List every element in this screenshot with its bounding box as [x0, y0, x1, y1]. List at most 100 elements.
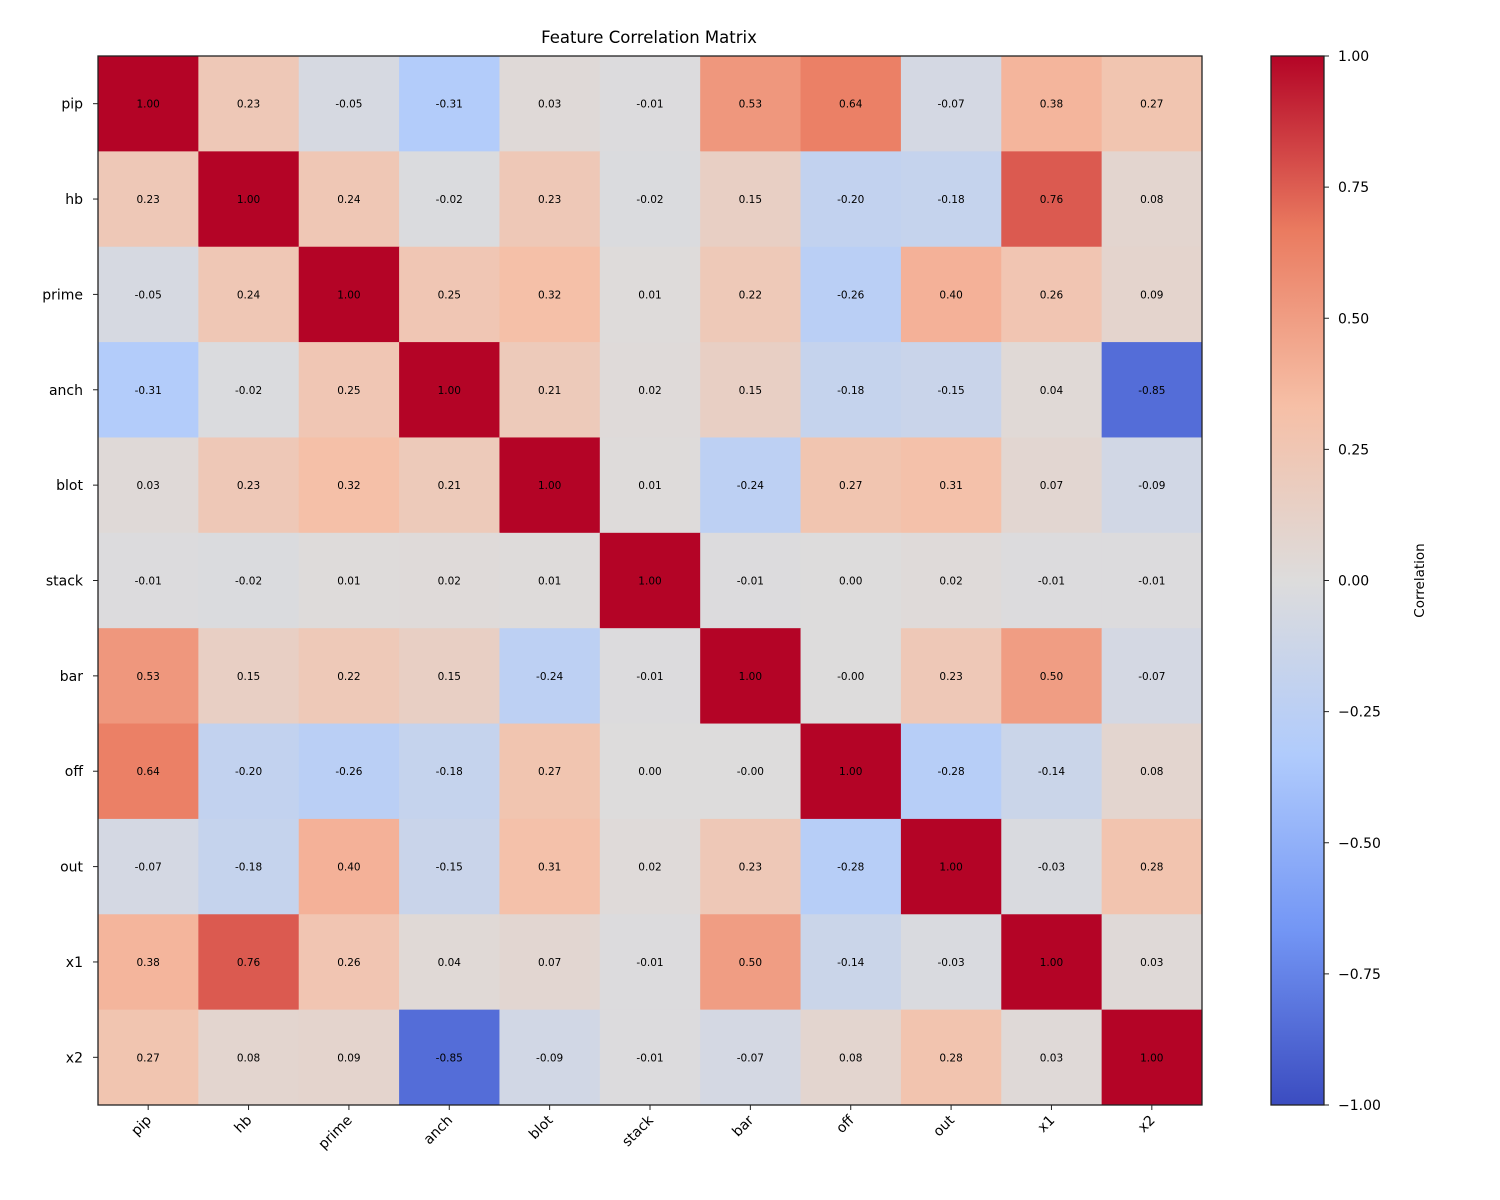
cell-value-label: 1.00 — [337, 289, 360, 301]
heatmap-cell — [700, 342, 802, 438]
heatmap-cell — [298, 246, 400, 343]
cell-value-label: 0.08 — [1140, 194, 1163, 206]
cell-value-label: -0.31 — [436, 99, 463, 111]
cell-value-label: 0.00 — [638, 766, 661, 778]
cell-value-label: 0.64 — [136, 766, 160, 778]
cell-value-label: 1.00 — [739, 671, 762, 683]
heatmap-cell — [599, 56, 701, 152]
cell-value-label: -0.05 — [135, 289, 162, 301]
y-tick-label: anch — [49, 383, 83, 399]
y-tick-label: x1 — [66, 955, 83, 971]
cell-value-label: 0.40 — [337, 862, 360, 874]
heatmap-cell — [1001, 628, 1103, 725]
heatmap-cell — [900, 342, 1002, 438]
cell-value-label: 0.02 — [939, 576, 962, 588]
colorbar-tick-label: 0.50 — [1338, 311, 1369, 327]
heatmap-cell — [198, 437, 300, 534]
heatmap-cell — [198, 532, 300, 629]
colorbar-tick-label: −0.75 — [1338, 967, 1381, 983]
colorbar: 1.00 0.75 0.50 0.25 0.00 −0.25 −0.50 −0.75 −1.00… — [1270, 49, 1428, 1114]
cell-value-label: 0.02 — [638, 862, 661, 874]
heatmap-cell — [800, 56, 902, 152]
cell-value-label: 1.00 — [638, 576, 661, 588]
heatmap-cell — [98, 818, 199, 915]
cell-value-label: 0.40 — [939, 289, 962, 301]
cell-value-label: 1.00 — [438, 385, 461, 397]
heatmap-cell — [298, 818, 400, 915]
cell-value-label: -0.07 — [135, 862, 162, 874]
heatmap-cell — [399, 246, 500, 343]
cell-value-label: 0.25 — [337, 385, 360, 397]
heatmap-cell — [499, 151, 601, 248]
cell-value-label: 1.00 — [538, 480, 561, 492]
cell-value-label: -0.18 — [235, 862, 262, 874]
y-axis: pip hb prime anch blot stack bar off out x1 x2 — [42, 97, 98, 1066]
cell-value-label: -0.01 — [636, 1052, 663, 1064]
cell-value-label: 0.04 — [438, 957, 462, 969]
x-tick-label: x1 — [1035, 1113, 1058, 1136]
cell-value-label: 0.23 — [136, 194, 159, 206]
heatmap-cell — [900, 151, 1002, 248]
cell-value-label: 0.23 — [739, 862, 762, 874]
cell-value-label: 0.31 — [538, 862, 561, 874]
heatmap-cell — [1001, 56, 1103, 152]
colorbar-tick-label: −1.00 — [1338, 1098, 1381, 1114]
heatmap-annotations: 1.00 0.23 -0.05 -0.31 0.03 -0.01 0.53 0.64 -0.07… — [135, 99, 1166, 1065]
cell-value-label: 0.26 — [1040, 289, 1064, 301]
heatmap-cell — [1101, 628, 1203, 725]
cell-value-label: -0.01 — [1138, 576, 1165, 588]
cell-value-label: 0.08 — [237, 1052, 260, 1064]
cell-value-label: 0.15 — [237, 671, 260, 683]
heatmap-cell — [98, 914, 199, 1011]
cell-value-label: -0.01 — [636, 99, 663, 111]
y-tick-label: prime — [42, 287, 83, 303]
heatmap-cell — [700, 628, 802, 725]
y-tick-label: off — [65, 764, 84, 780]
cell-value-label: 0.23 — [237, 99, 260, 111]
heatmap-cell — [700, 1009, 802, 1106]
y-tick-label: stack — [46, 574, 84, 590]
y-tick-label: x2 — [66, 1050, 83, 1066]
cell-value-label: -0.01 — [737, 576, 764, 588]
cell-value-label: 0.50 — [1040, 671, 1063, 683]
cell-value-label: -0.07 — [938, 99, 965, 111]
cell-value-label: 0.27 — [136, 1052, 159, 1064]
heatmap-cell — [1001, 437, 1103, 534]
heatmap-cell — [1001, 818, 1103, 915]
heatmap-cell — [399, 818, 500, 915]
heatmap-cell — [800, 818, 902, 915]
heatmap-cell — [1101, 56, 1203, 152]
cell-value-label: 0.28 — [939, 1052, 962, 1064]
cell-value-label: 0.22 — [337, 671, 360, 683]
cell-value-label: 0.15 — [438, 671, 461, 683]
heatmap-cell — [399, 342, 500, 438]
cell-value-label: 0.03 — [1040, 1052, 1063, 1064]
cell-value-label: 0.22 — [739, 289, 762, 301]
cell-value-label: 1.00 — [136, 99, 159, 111]
cell-value-label: 0.01 — [337, 576, 360, 588]
cell-value-label: 0.15 — [739, 194, 762, 206]
x-tick-label: stack — [619, 1112, 657, 1150]
cell-value-label: 0.76 — [1040, 194, 1064, 206]
cell-value-label: 1.00 — [939, 862, 962, 874]
heatmap-cell — [298, 723, 400, 820]
x-tick-label: pip — [128, 1112, 155, 1139]
cell-value-label: 0.03 — [538, 99, 561, 111]
cell-value-label: 0.08 — [1140, 766, 1163, 778]
heatmap-cell — [700, 246, 802, 343]
heatmap-cell — [499, 628, 601, 725]
chart-title: Feature Correlation Matrix — [541, 28, 757, 47]
cell-value-label: 0.24 — [337, 194, 361, 206]
heatmap-cell — [499, 56, 601, 152]
heatmap-cell — [298, 56, 400, 152]
heatmap-cell — [800, 151, 902, 248]
cell-value-label: 0.24 — [237, 289, 261, 301]
heatmap-cell — [1101, 532, 1203, 629]
x-tick-label: off — [833, 1112, 857, 1136]
cell-value-label: 0.76 — [237, 957, 261, 969]
heatmap-cell — [700, 151, 802, 248]
heatmap-cell — [298, 437, 400, 534]
heatmap-cell — [399, 628, 500, 725]
x-tick-label: anch — [421, 1113, 456, 1148]
